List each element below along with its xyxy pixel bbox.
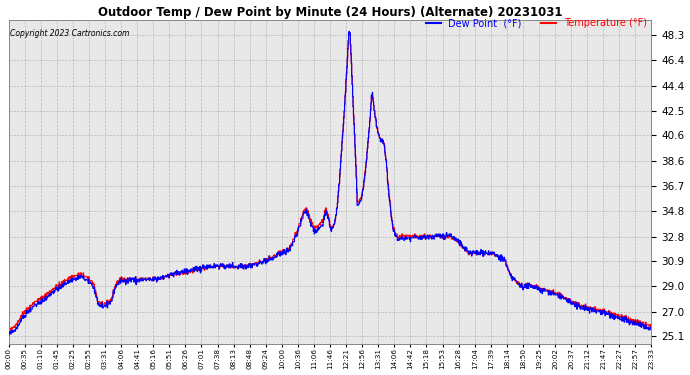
Title: Outdoor Temp / Dew Point by Minute (24 Hours) (Alternate) 20231031: Outdoor Temp / Dew Point by Minute (24 H… bbox=[98, 6, 562, 18]
Text: Copyright 2023 Cartronics.com: Copyright 2023 Cartronics.com bbox=[10, 30, 129, 39]
Legend: Dew Point  (°F), Temperature (°F): Dew Point (°F), Temperature (°F) bbox=[422, 14, 651, 32]
